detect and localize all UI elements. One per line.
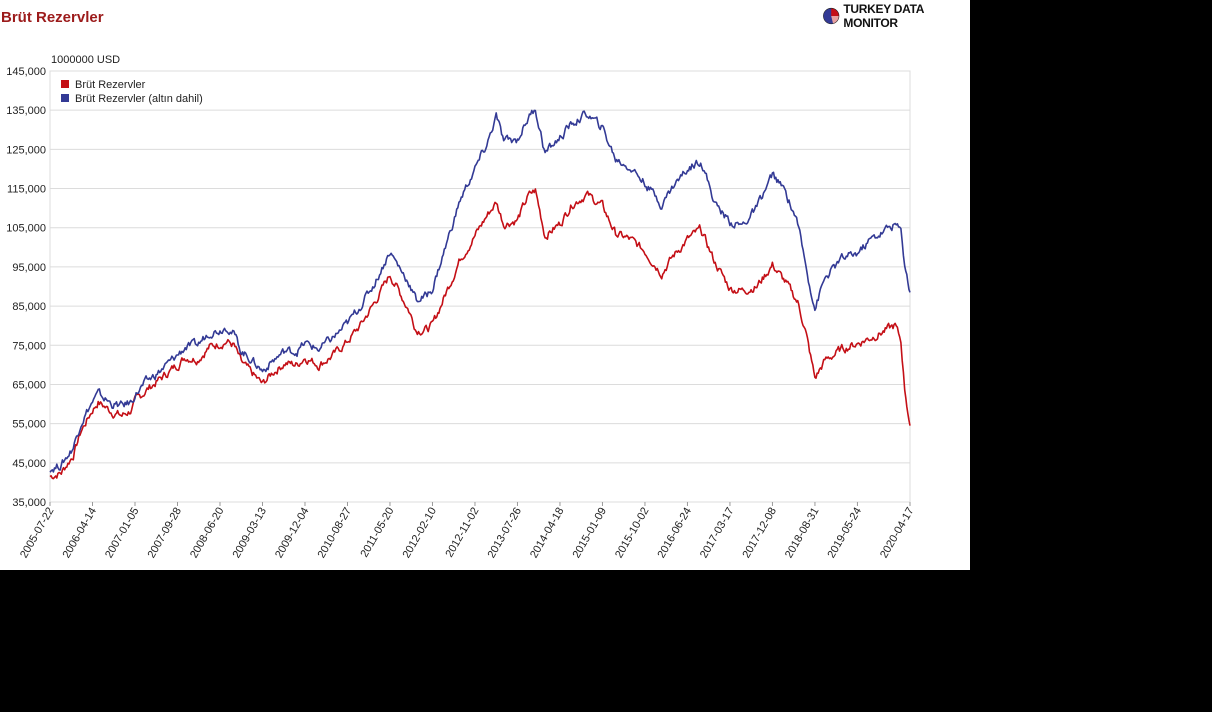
x-tick-label: 2011-05-20 (358, 506, 396, 560)
y-tick-label: 85,000 (12, 301, 46, 313)
x-tick-label: 2019-05-24 (826, 506, 865, 561)
y-tick-label: 145,000 (6, 66, 46, 78)
x-axis: 2005-07-22 2006-04-14 2007-01-05 2007-09-28… (18, 502, 917, 560)
x-tick-label: 2018-08-31 (783, 506, 822, 561)
plot-frame (49, 70, 911, 503)
y-tick-label: 75,000 (12, 340, 46, 352)
y-tick-label: 45,000 (12, 458, 46, 470)
x-tick-label: 2016-06-24 (656, 506, 695, 561)
x-tick-label: 2017-03-17 (698, 506, 737, 561)
x-tick-label: 2015-10-02 (613, 506, 652, 561)
x-tick-label: 2009-12-04 (273, 506, 312, 561)
x-tick-label: 2005-07-22 (18, 506, 57, 561)
series-line-brut-rezervler (49, 188, 911, 480)
legend-label-red: Brüt Rezervler (75, 79, 146, 91)
chart-panel: Brüt Rezervler TURKEY DATA MONITOR 10000… (0, 0, 970, 570)
series-group (49, 109, 911, 480)
x-tick-label: 2013-07-26 (486, 506, 525, 561)
legend: Brüt Rezervler Brüt Rezervler (altın dah… (61, 79, 203, 105)
x-tick-label: 2008-06-20 (188, 506, 227, 561)
y-tick-label: 55,000 (12, 419, 46, 431)
legend-swatch-red (61, 80, 69, 88)
x-tick-label: 2014-04-18 (528, 506, 567, 561)
x-tick-label: 2015-01-09 (571, 506, 610, 561)
x-tick-label: 2010-08-27 (316, 506, 355, 561)
y-tick-label: 35,000 (12, 497, 46, 509)
x-tick-label: 2012-02-10 (401, 506, 440, 561)
brand-globe-icon (823, 7, 840, 25)
legend-swatch-blue (61, 94, 69, 102)
brand-name: TURKEY DATA MONITOR (843, 2, 924, 30)
x-tick-label: 2007-01-05 (103, 506, 142, 561)
page-title: Brüt Rezervler (1, 9, 104, 26)
y-tick-label: 115,000 (7, 184, 46, 196)
x-tick-label: 2012-11-02 (443, 506, 481, 560)
line-chart: 1000000 USD 145,000 135,000 125,000 115,000… (6, 54, 917, 560)
y-tick-label: 65,000 (12, 379, 46, 391)
x-tick-label: 2009-03-13 (231, 506, 270, 561)
y-axis: 145,000 135,000 125,000 115,000 105,000 95,00… (6, 66, 46, 509)
grid (49, 70, 911, 503)
x-tick-label: 2006-04-14 (61, 506, 100, 561)
brand-logo: TURKEY DATA MONITOR (822, 2, 970, 30)
legend-label-blue: Brüt Rezervler (altın dahil) (75, 93, 203, 105)
series-line-brut-rezervler-altin-dahil (49, 109, 911, 473)
y-unit-label: 1000000 USD (51, 54, 120, 66)
x-tick-label: 2007-09-28 (146, 506, 185, 561)
y-tick-label: 135,000 (6, 105, 46, 117)
y-tick-label: 125,000 (6, 144, 46, 156)
y-tick-label: 95,000 (12, 262, 46, 274)
x-tick-label: 2017-12-08 (741, 506, 780, 561)
y-tick-label: 105,000 (6, 223, 46, 235)
x-tick-label: 2020-04-17 (878, 506, 917, 561)
